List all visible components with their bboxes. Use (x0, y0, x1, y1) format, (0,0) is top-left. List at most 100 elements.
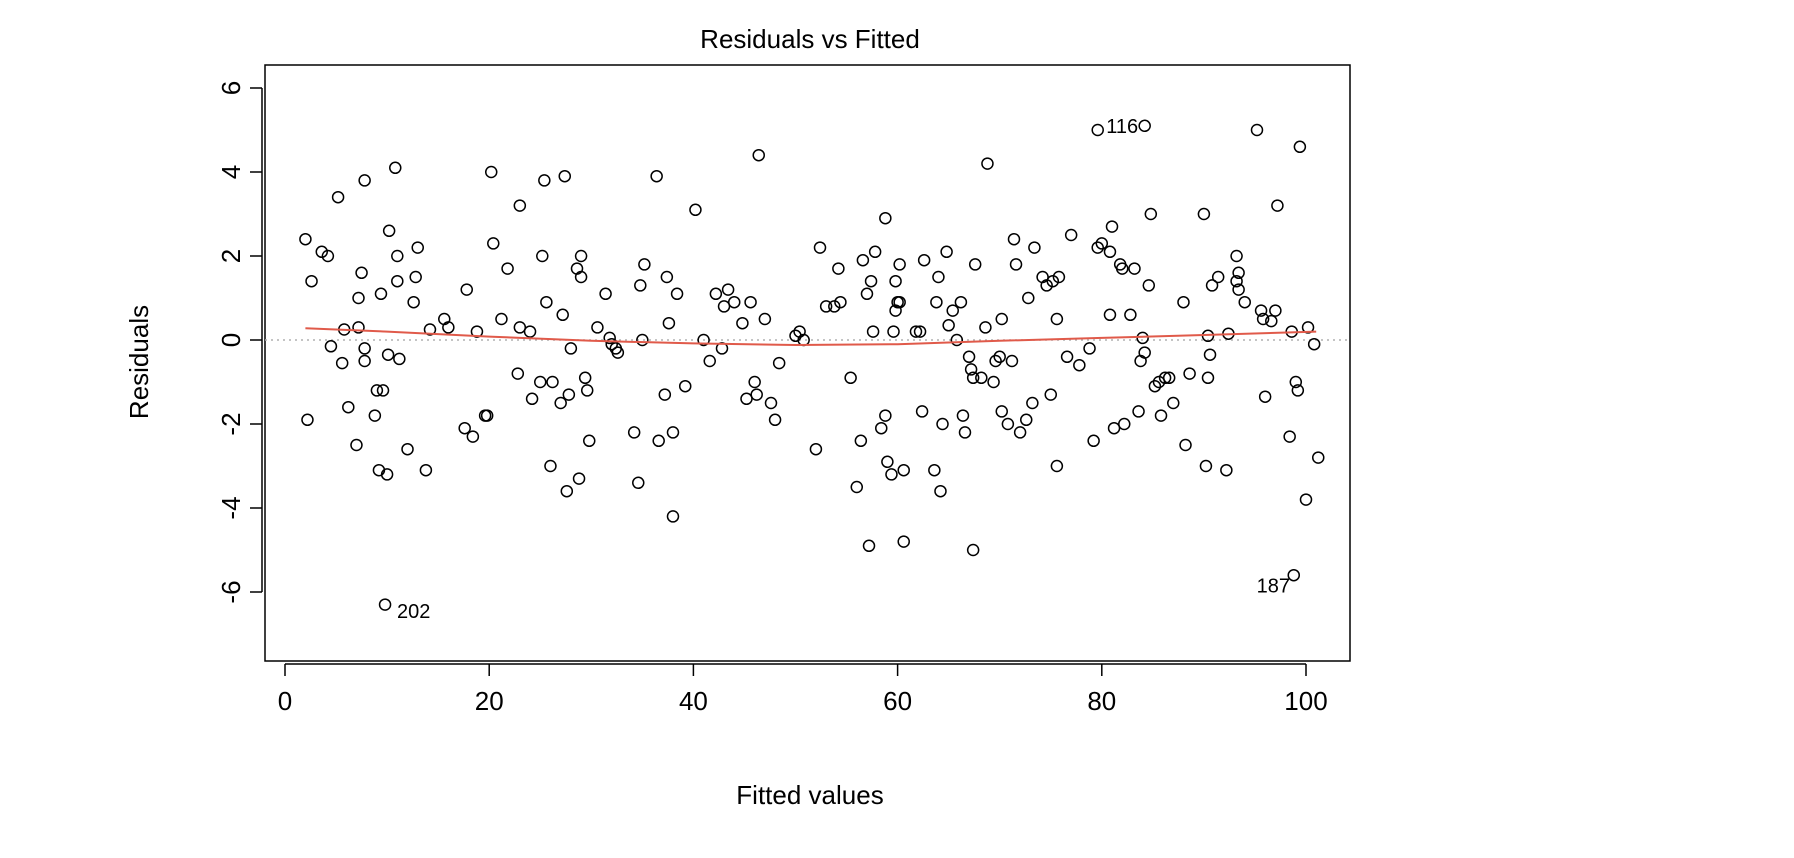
scatter-point (851, 482, 862, 493)
point-label: 202 (397, 601, 430, 623)
scatter-point (1045, 389, 1056, 400)
scatter-point (996, 314, 1007, 325)
point-label: 187 (1257, 576, 1290, 598)
scatter-point (659, 389, 670, 400)
scatter-point (1213, 272, 1224, 283)
y-tick-label: 4 (216, 165, 246, 179)
scatter-point (337, 358, 348, 369)
scatter-point (1313, 452, 1324, 463)
scatter-point (555, 398, 566, 409)
scatter-point (1008, 234, 1019, 245)
x-tick-label: 20 (475, 686, 504, 716)
scatter-point (888, 326, 899, 337)
scatter-point (690, 204, 701, 215)
scatter-point (1117, 263, 1128, 274)
scatter-point (639, 259, 650, 270)
plot-frame (265, 65, 1350, 661)
y-tick-label: -2 (216, 412, 246, 435)
y-tick-label: 0 (216, 333, 246, 347)
y-axis: -6 -4 -2 0 2 4 6 (216, 81, 262, 604)
scatter-point (968, 545, 979, 556)
scatter-point (488, 238, 499, 249)
scatter-point (1145, 209, 1156, 220)
scatter-point (302, 414, 313, 425)
scatter-point (947, 305, 958, 316)
scatter-point (384, 225, 395, 236)
scatter-point (392, 276, 403, 287)
scatter-point (527, 393, 538, 404)
scatter-point (931, 297, 942, 308)
scatter-point (941, 246, 952, 257)
scatter-point (559, 171, 570, 182)
x-tick-label: 40 (679, 686, 708, 716)
scatter-point (957, 410, 968, 421)
scatter-point (1119, 419, 1130, 430)
scatter-point (741, 393, 752, 404)
scatter-point (810, 444, 821, 455)
scatter-point (1200, 461, 1211, 472)
scatter-point (333, 192, 344, 203)
point-annotations: 116 202 187 (397, 116, 1290, 623)
scatter-point (535, 377, 546, 388)
scatter-point (1107, 221, 1118, 232)
scatter-point (898, 465, 909, 476)
scatter-point (1006, 356, 1017, 367)
scatter-point (1104, 309, 1115, 320)
scatter-point (770, 414, 781, 425)
scatter-point (935, 486, 946, 497)
scatter-point (541, 297, 552, 308)
scatter-point (663, 318, 674, 329)
scatter-point (1021, 414, 1032, 425)
scatter-point (300, 234, 311, 245)
scatter-point (325, 341, 336, 352)
scatter-point (1051, 461, 1062, 472)
scatter-point (1015, 427, 1026, 438)
scatter-point (1104, 246, 1115, 257)
scatter-point (1084, 343, 1095, 354)
scatter-point (1137, 332, 1148, 343)
scatter-point (876, 423, 887, 434)
y-tick-label: -6 (216, 580, 246, 603)
scatter-point (584, 435, 595, 446)
scatter-point (467, 431, 478, 442)
scatter-point (496, 314, 507, 325)
scatter-point (351, 440, 362, 451)
scatter-point (380, 599, 391, 610)
scatter-point (514, 200, 525, 211)
scatter-point (359, 356, 370, 367)
scatter-point (580, 372, 591, 383)
scatter-point (600, 288, 611, 299)
scatter-point (545, 461, 556, 472)
scatter-point (749, 377, 760, 388)
scatter-point (933, 272, 944, 283)
x-tick-label: 0 (278, 686, 292, 716)
scatter-point (894, 259, 905, 270)
scatter-point (592, 322, 603, 333)
scatter-point (996, 406, 1007, 417)
y-tick-label: 2 (216, 249, 246, 263)
scatter-point (1301, 494, 1312, 505)
scatter-point (1011, 259, 1022, 270)
scatter-point (1139, 120, 1150, 131)
scatter-point (1272, 200, 1283, 211)
point-label: 116 (1106, 116, 1138, 138)
scatter-point (959, 427, 970, 438)
scatter-point (629, 427, 640, 438)
scatter-point (1109, 423, 1120, 434)
scatter-point (390, 162, 401, 173)
scatter-point (943, 320, 954, 331)
scatter-point (1133, 406, 1144, 417)
scatter-point (723, 284, 734, 295)
scatter-point (410, 272, 421, 283)
scatter-point (955, 297, 966, 308)
scatter-point (612, 347, 623, 358)
scatter-point (855, 435, 866, 446)
data-points (300, 120, 1324, 610)
scatter-point (353, 293, 364, 304)
scatter-point (661, 272, 672, 283)
scatter-point (890, 276, 901, 287)
scatter-point (565, 343, 576, 354)
scatter-point (525, 326, 536, 337)
scatter-point (1231, 251, 1242, 262)
scatter-point (375, 288, 386, 299)
